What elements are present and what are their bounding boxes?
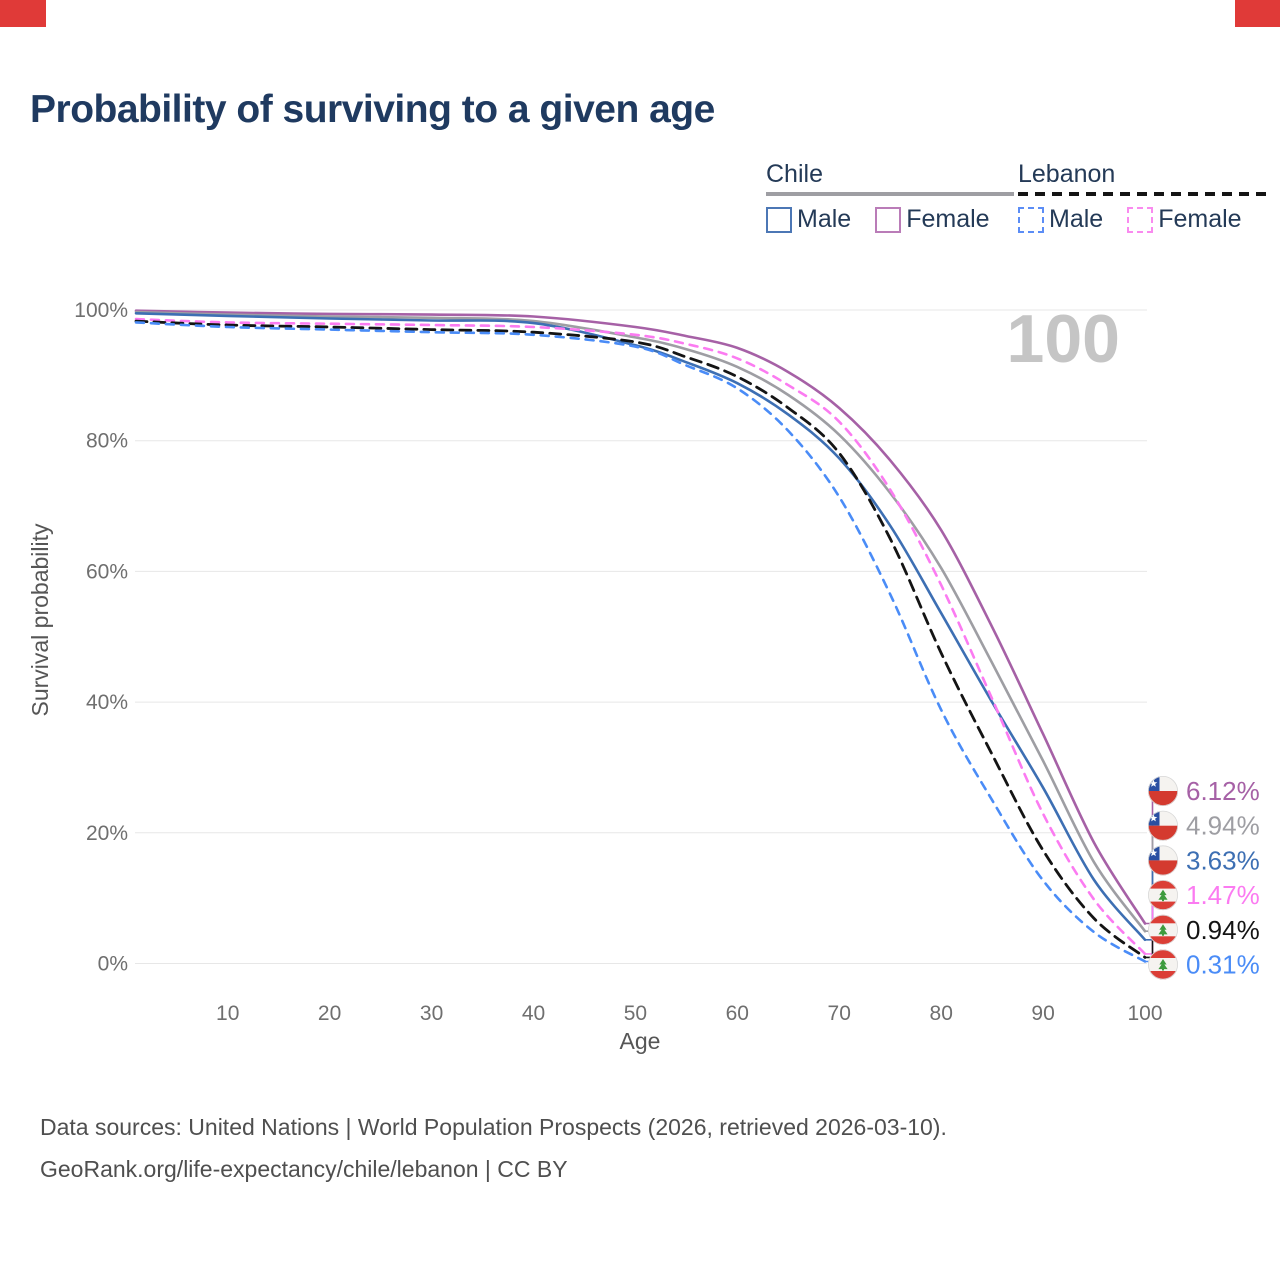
end-value-lebanon-female: 1.47% [1186, 880, 1260, 910]
svg-text:40: 40 [522, 1002, 545, 1025]
lebanon-female-checkbox[interactable] [1127, 206, 1154, 233]
chile-female-checkbox[interactable] [875, 206, 902, 233]
end-value-chile-male: 3.63% [1186, 845, 1260, 875]
lebanon-flag-icon [1148, 880, 1178, 910]
series-line-lebanon-both [134, 319, 1147, 959]
legend-group-chile: Chile Male Female [766, 160, 1014, 234]
page-title: Probability of surviving to a given age [30, 88, 715, 131]
lebanon-flag-icon [1148, 915, 1178, 945]
legend-group-lebanon: Lebanon Male Female [1018, 160, 1266, 234]
svg-text:20%: 20% [86, 822, 128, 845]
series-line-chile-male [134, 312, 1147, 942]
svg-text:0%: 0% [98, 953, 128, 976]
svg-text:100: 100 [1127, 1002, 1162, 1025]
series-line-chile-female [134, 309, 1147, 925]
end-value-labels: 6.12% 4.94% 3.63% 1.47% 0.94% 0.31% [1145, 776, 1260, 980]
x-axis-title: Age [620, 1028, 661, 1054]
footer-line-1: Data sources: United Nations | World Pop… [40, 1114, 947, 1140]
end-value-chile-both: 4.94% [1186, 811, 1260, 841]
legend-item-lebanon-female[interactable]: Female [1127, 205, 1242, 234]
data-sources-footer: Data sources: United Nations | World Pop… [40, 1106, 947, 1190]
y-axis-title: Survival probability [27, 523, 53, 717]
footer-line-2: GeoRank.org/life-expectancy/chile/lebano… [40, 1156, 568, 1182]
svg-text:90: 90 [1031, 1002, 1054, 1025]
age-watermark: 100 [1007, 301, 1120, 377]
svg-text:40%: 40% [86, 691, 128, 714]
svg-text:80%: 80% [86, 430, 128, 453]
end-label-leader [1145, 825, 1154, 932]
y-gridlines [135, 309, 1147, 964]
chile-flag-icon [1148, 845, 1178, 875]
lebanon-flag-icon [1148, 950, 1178, 980]
end-value-lebanon-both: 0.94% [1186, 915, 1260, 945]
svg-text:10: 10 [216, 1002, 239, 1025]
chile-male-checkbox[interactable] [766, 206, 792, 233]
svg-text:70: 70 [828, 1002, 851, 1025]
svg-text:60%: 60% [86, 560, 128, 583]
svg-text:20: 20 [318, 1002, 341, 1025]
series-line-chile-both [134, 310, 1147, 933]
corner-red-mark-right [1235, 0, 1280, 27]
svg-text:60: 60 [726, 1002, 749, 1025]
legend-chile-male-label: Male [797, 205, 852, 233]
chile-flag-icon [1148, 811, 1178, 841]
legend-item-chile-male[interactable]: Male [766, 205, 851, 234]
chile-flag-icon [1148, 776, 1178, 806]
series-line-lebanon-female [134, 317, 1147, 956]
svg-text:100%: 100% [74, 299, 128, 322]
corner-red-mark-left [0, 0, 46, 27]
lebanon-male-checkbox[interactable] [1018, 206, 1044, 233]
y-axis-tick-labels: 0% 20% 40% 60% 80% 100% [74, 299, 128, 976]
legend-lebanon-title: Lebanon [1018, 160, 1116, 188]
series-line-lebanon-male [134, 321, 1147, 963]
legend-chile-female-label: Female [906, 205, 990, 233]
legend-item-lebanon-male[interactable]: Male [1018, 205, 1103, 234]
x-axis-tick-labels: 10 20 30 40 50 60 70 80 90 100 [216, 1002, 1163, 1025]
svg-text:50: 50 [624, 1002, 647, 1025]
end-value-lebanon-male: 0.31% [1186, 950, 1260, 980]
legend-item-chile-female[interactable]: Female [875, 205, 990, 234]
legend-chile-title: Chile [766, 160, 823, 188]
legend-chile-line-sample [766, 192, 1014, 196]
legend-lebanon-female-label: Female [1158, 205, 1242, 233]
svg-text:30: 30 [420, 1002, 443, 1025]
legend-lebanon-male-label: Male [1049, 205, 1104, 233]
svg-text:80: 80 [930, 1002, 953, 1025]
end-value-chile-female: 6.12% [1186, 776, 1260, 806]
legend-lebanon-line-sample [1018, 192, 1266, 196]
